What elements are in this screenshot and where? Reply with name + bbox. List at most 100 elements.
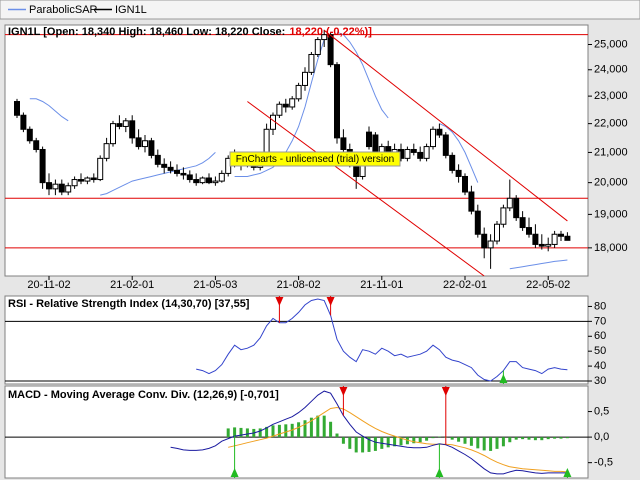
candle-body <box>142 140 148 148</box>
legend-label: IGN1L <box>115 4 147 16</box>
buy-signal <box>230 468 239 477</box>
histogram-bar <box>354 437 358 453</box>
candle-body <box>14 101 20 116</box>
sell-signal <box>339 387 348 396</box>
histogram-bar <box>386 437 390 448</box>
candle-body <box>462 175 468 193</box>
watermark-box <box>229 151 401 167</box>
histogram-bar <box>418 437 422 443</box>
candle-body <box>449 154 456 171</box>
candle-body <box>410 148 417 153</box>
legend-label: ParabolicSAR <box>29 4 98 16</box>
candle-body <box>442 134 449 156</box>
indicator-line <box>170 390 568 475</box>
candle-body <box>481 233 488 249</box>
y-tick-label: 50 <box>594 345 606 357</box>
candle-body <box>314 39 321 55</box>
histogram-bar <box>226 428 230 438</box>
y-tick-label: 25,000 <box>594 38 628 50</box>
candle-body <box>206 177 212 184</box>
candle-body <box>46 182 52 190</box>
x-tick-label: 22-02-01 <box>443 279 487 291</box>
y-tick-label: -0,5 <box>594 457 613 469</box>
y-tick-label: 21,000 <box>594 146 628 158</box>
candle-body <box>302 71 308 86</box>
histogram-bar <box>533 437 537 441</box>
candle-body <box>423 146 430 159</box>
histogram-bar <box>265 426 269 438</box>
histogram-bar <box>476 437 480 449</box>
histogram-bar <box>546 437 550 440</box>
sar-line <box>29 98 69 122</box>
candle-body <box>494 223 500 242</box>
candle-body <box>135 137 142 148</box>
histogram-bar <box>341 437 345 444</box>
histogram-bar <box>514 437 518 440</box>
rsi-title: RSI - Relative Strength Index (14,30,70)… <box>8 298 250 310</box>
y-tick-label: 0,0 <box>594 431 609 443</box>
histogram-bar <box>373 437 377 451</box>
candle-body <box>327 34 334 66</box>
histogram-bar <box>309 417 313 438</box>
candle-body <box>52 183 59 190</box>
histogram-bar <box>303 420 307 438</box>
sell-signal <box>441 387 450 396</box>
sell-signal <box>275 297 284 306</box>
candle-body <box>308 53 315 73</box>
y-tick-label: 24,000 <box>594 64 628 76</box>
candle-body <box>33 140 40 150</box>
axes: 18,000 19,000 20,000 21,000 22,000 23,000 24,0… <box>27 38 627 468</box>
histogram-bar <box>425 437 429 441</box>
histogram-bar <box>329 421 333 438</box>
candle-body <box>39 148 46 184</box>
y-tick-label: 40 <box>594 360 606 372</box>
histogram-bar <box>431 437 435 439</box>
trend-line <box>323 29 568 222</box>
histogram-bar <box>277 424 281 438</box>
histogram-bar <box>565 437 569 439</box>
sell-signal <box>326 297 335 306</box>
candle-body <box>58 183 65 193</box>
candle-body <box>193 179 200 184</box>
candle-body <box>97 157 104 181</box>
candle-body <box>404 148 411 159</box>
candle-body <box>474 210 481 235</box>
x-tick-label: 20-11-02 <box>27 279 70 291</box>
candle-body <box>212 180 219 184</box>
candle-body <box>538 243 545 247</box>
candle-body <box>295 84 302 100</box>
candle-body <box>84 177 91 182</box>
candle-body <box>487 240 494 249</box>
candle-body <box>110 123 116 145</box>
y-tick-label: 30 <box>594 375 606 387</box>
histogram-bar <box>521 437 525 440</box>
histogram-bar <box>501 437 505 447</box>
candle-body <box>122 120 129 127</box>
histogram-bar <box>412 437 416 444</box>
candle-body <box>218 172 225 182</box>
x-tick-label: 21-05-03 <box>193 279 237 291</box>
candle-body <box>519 217 526 229</box>
candle-body <box>129 120 136 139</box>
y-tick-label: 23,000 <box>594 90 628 102</box>
histogram-bar <box>335 433 339 438</box>
histogram-bar <box>457 437 461 442</box>
candle-body <box>366 131 372 148</box>
candle-body <box>161 163 168 168</box>
macd-title: MACD - Moving Average Conv. Div. (12,26,… <box>8 389 279 401</box>
watermark: FnCharts - unlicensed (trial) version <box>236 154 394 165</box>
sar-line <box>336 31 389 119</box>
buy-signal <box>499 374 508 383</box>
histogram-bar <box>245 428 249 438</box>
candle-body <box>26 128 33 142</box>
y-tick-label: 80 <box>594 300 606 312</box>
candle-body <box>186 174 193 181</box>
histogram-bar <box>540 437 544 441</box>
candle-body <box>167 166 174 171</box>
candle-body <box>90 177 97 181</box>
histogram-bar <box>437 436 441 438</box>
candle-body <box>545 243 552 247</box>
candle-body <box>455 169 462 177</box>
title-text: IGN1L [Open: 18,340 High: 18,460 Low: 18… <box>8 26 285 38</box>
